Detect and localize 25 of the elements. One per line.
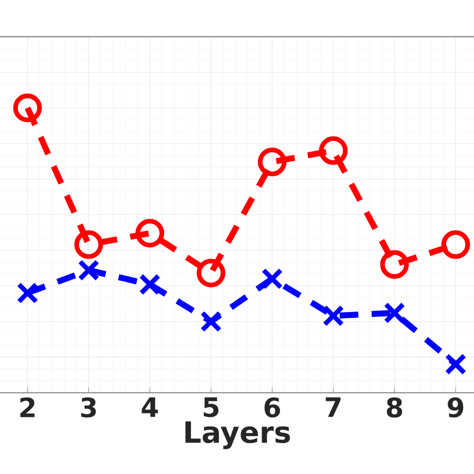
x-tick-label: 2 (20, 397, 34, 418)
x-tick-label: 6 (264, 397, 280, 418)
x-tick-label: 4 (142, 397, 158, 417)
point (13, 94, 42, 122)
x-tick-label: 3 (81, 397, 96, 418)
point (196, 258, 226, 288)
point (139, 274, 161, 296)
point (441, 230, 470, 259)
point (322, 304, 344, 327)
x-tick-label: 9 (448, 397, 464, 418)
point (78, 259, 100, 282)
point (380, 250, 409, 279)
x-axis-title: Layers (185, 421, 290, 450)
point (16, 282, 38, 304)
point (200, 310, 222, 332)
point (136, 218, 164, 248)
point (384, 302, 406, 324)
point (444, 353, 466, 376)
x-tick-label: 7 (326, 397, 340, 417)
x-tick-label: 8 (386, 397, 402, 418)
x-tick-label: 5 (204, 397, 218, 418)
point (74, 230, 104, 259)
point (258, 148, 287, 176)
point (318, 136, 348, 165)
point (261, 268, 283, 290)
